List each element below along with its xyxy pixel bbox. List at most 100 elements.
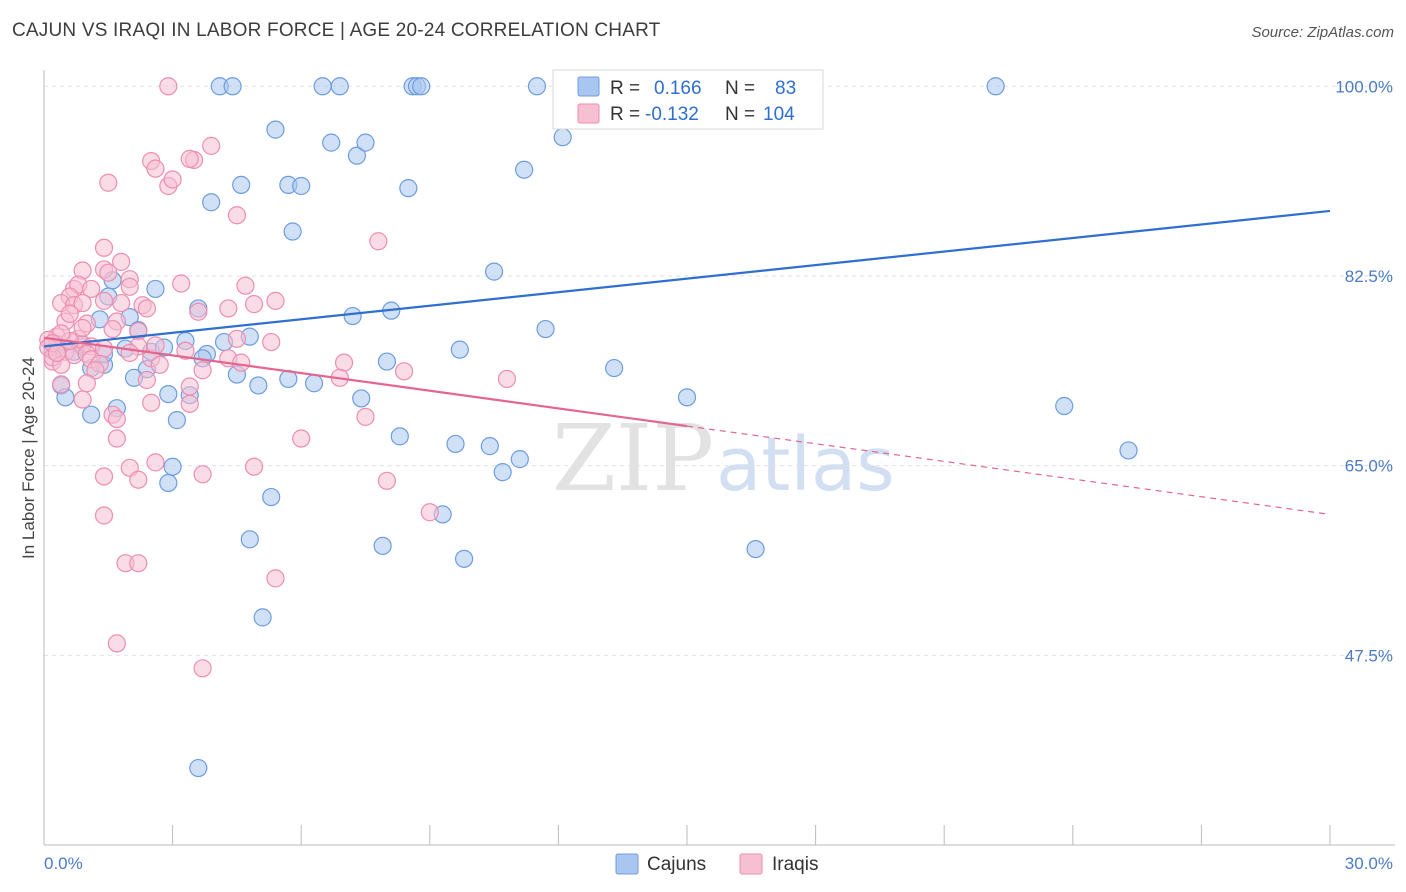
iraqi-point xyxy=(236,276,255,295)
cajun-point xyxy=(167,411,186,430)
iraqi-point xyxy=(103,319,122,339)
legend-n-label-cajun: N = xyxy=(725,78,755,99)
y-tick-labels: 100.0% 82.5% 65.0% 47.5% xyxy=(1335,77,1393,665)
trend-line-iraqis-extrapolated xyxy=(686,425,1331,515)
iraqi-point xyxy=(334,353,354,372)
trend-lines xyxy=(43,209,1331,515)
iraqi-point xyxy=(244,457,264,476)
iraqi-point xyxy=(99,173,118,192)
x-tick-label: 0.0% xyxy=(44,854,83,873)
iraqi-point xyxy=(73,293,92,313)
iraqi-point xyxy=(47,343,66,363)
iraqi-point xyxy=(112,252,131,271)
iraqi-point xyxy=(137,299,156,318)
cajun-point xyxy=(330,77,349,96)
bottom-legend-label-cajuns: Cajuns xyxy=(647,854,706,875)
watermark-zip: ZIP xyxy=(552,405,714,512)
iraqi-point xyxy=(86,361,105,380)
iraqi-point xyxy=(227,206,246,225)
iraqi-point xyxy=(73,390,92,409)
iraqi-point xyxy=(369,232,388,251)
y-tick-label: 65.0% xyxy=(1345,457,1393,476)
cajun-point xyxy=(677,388,697,407)
cajun-point xyxy=(553,128,572,147)
cajun-point xyxy=(986,77,1005,96)
iraqi-point xyxy=(180,394,199,413)
iraqi-point xyxy=(497,369,517,389)
cajun-point xyxy=(159,473,178,493)
iraqi-point xyxy=(227,329,246,348)
iraqi-point xyxy=(82,279,101,299)
legend-n-value-cajun: 83 xyxy=(775,78,796,99)
y-tick-label: 47.5% xyxy=(1345,646,1393,665)
cajun-point xyxy=(322,133,341,152)
iraqi-point xyxy=(94,506,114,525)
cajun-point xyxy=(202,193,221,212)
cajun-point xyxy=(240,530,259,549)
iraqi-point xyxy=(292,429,311,448)
series-legend: Cajuns Iraqis xyxy=(615,853,818,875)
iraqi-point xyxy=(107,634,126,653)
iraqi-point xyxy=(120,277,139,296)
legend-r-label-iraqi: R = xyxy=(610,104,640,125)
cajun-point xyxy=(485,262,504,281)
iraqi-point xyxy=(146,159,165,178)
cajun-point xyxy=(262,487,281,507)
iraqi-point xyxy=(60,304,79,323)
iraqi-point xyxy=(180,149,199,168)
iraqi-point xyxy=(189,302,208,321)
cajun-point xyxy=(232,175,251,194)
iraqi-point xyxy=(377,471,397,490)
cajun-point xyxy=(480,437,499,456)
iraqi-point xyxy=(107,409,126,429)
cajun-point xyxy=(343,306,362,326)
iraqi-point xyxy=(112,293,131,313)
legend-r-label-cajun: R = xyxy=(610,78,640,99)
watermark: ZIP atlas xyxy=(552,405,895,512)
iraqi-point xyxy=(129,554,148,573)
iraqi-point xyxy=(150,355,169,374)
iraqi-point xyxy=(52,375,71,394)
cajun-point xyxy=(536,319,555,339)
watermark-atlas: atlas xyxy=(716,422,895,508)
iraqi-point xyxy=(129,470,148,489)
iraqi-point xyxy=(244,295,264,314)
cajun-point xyxy=(390,427,409,446)
iraqi-point xyxy=(262,332,281,352)
iraqi-point xyxy=(159,77,178,96)
cajun-point xyxy=(446,434,465,454)
iraqi-point xyxy=(266,291,285,310)
trend-line-cajuns xyxy=(43,209,1331,348)
iraqi-point xyxy=(120,343,139,363)
cajun-point xyxy=(283,222,302,241)
iraqi-point xyxy=(394,362,414,381)
legend-r-value-cajun: 0.166 xyxy=(654,78,702,99)
cajun-point xyxy=(146,279,165,299)
cajun-point xyxy=(163,457,182,476)
cajun-point xyxy=(249,376,268,395)
iraqi-point xyxy=(142,393,161,412)
cajun-point xyxy=(356,133,375,152)
source-credit: Source: ZipAtlas.com xyxy=(1251,24,1394,41)
trend-line-iraqis xyxy=(43,336,688,428)
cajun-point xyxy=(515,160,534,179)
cajun-point xyxy=(399,179,418,198)
x-tick-label: 30.0% xyxy=(1345,854,1393,873)
cajun-point xyxy=(1055,396,1074,416)
iraqi-point xyxy=(77,374,96,393)
iraqi-point xyxy=(232,353,251,372)
cajun-point xyxy=(412,77,431,96)
iraqi-point xyxy=(193,659,212,678)
iraqi-point xyxy=(356,407,375,426)
legend-n-value-iraqi: 104 xyxy=(763,104,795,125)
cajun-point xyxy=(454,549,474,568)
iraqi-point xyxy=(94,291,114,310)
iraqi-point xyxy=(193,361,212,380)
iraqi-points xyxy=(39,77,517,678)
cajun-point xyxy=(1119,441,1138,460)
bottom-legend-swatch-iraqis xyxy=(739,853,763,875)
cajun-point xyxy=(450,340,469,359)
axes xyxy=(43,70,1395,846)
y-tick-label: 100.0% xyxy=(1335,77,1393,96)
iraqi-point xyxy=(94,467,114,486)
